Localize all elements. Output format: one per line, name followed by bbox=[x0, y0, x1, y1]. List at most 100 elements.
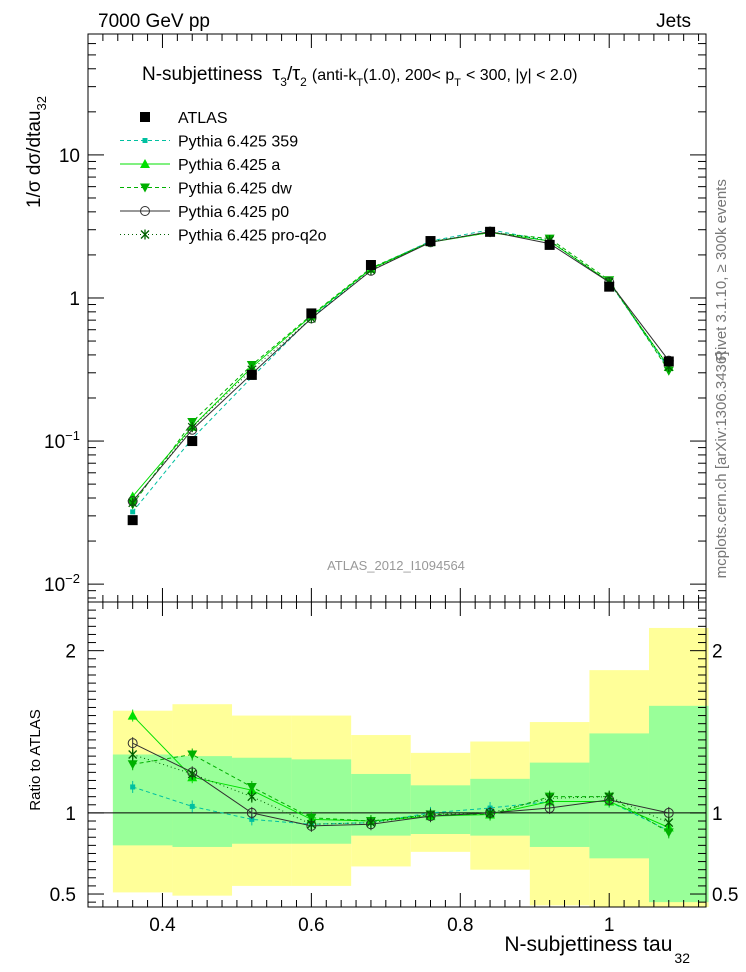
ratio-point bbox=[306, 819, 316, 830]
ratio-y-tick-label-right: 1 bbox=[712, 804, 723, 825]
series-line bbox=[132, 231, 670, 505]
tick-base: 1 bbox=[69, 289, 80, 310]
legend-marker bbox=[140, 112, 150, 122]
ratio-y-tick-label-right: 0.5 bbox=[712, 885, 738, 906]
x-axis-ticks: 0.4 0.6 0.8 1 bbox=[87, 34, 700, 936]
stat-error-band bbox=[172, 756, 233, 847]
ratio-point bbox=[247, 791, 257, 802]
legend-label: Pythia 6.425 a bbox=[178, 157, 280, 174]
series-point bbox=[130, 509, 136, 515]
legend-entry: Pythia 6.425 pro-q2o bbox=[120, 228, 327, 245]
rivet-label: Rivet 3.1.10, ≥ 300k events bbox=[713, 179, 730, 361]
main-y-tick-label: 10 bbox=[59, 146, 80, 167]
ratio-point bbox=[187, 768, 197, 779]
header-process: Jets bbox=[656, 11, 691, 32]
atlas-point bbox=[306, 308, 317, 319]
ratio-point bbox=[130, 784, 136, 790]
series-line bbox=[132, 231, 670, 502]
legend-marker bbox=[140, 229, 150, 240]
legend-entry: Pythia 6.425 a bbox=[120, 157, 280, 174]
series-line bbox=[132, 231, 670, 497]
legend-marker bbox=[140, 183, 150, 193]
stat-error-band bbox=[648, 705, 709, 903]
ratio-series-line bbox=[132, 715, 669, 828]
ratio-error-bands bbox=[112, 627, 709, 907]
svg-text:1/σ dσ/dtau32: 1/σ dσ/dtau32 bbox=[24, 96, 49, 208]
ratio-point bbox=[127, 760, 138, 770]
atlas-point bbox=[425, 236, 436, 247]
legend: ATLAS Pythia 6.425 359 Pythia 6.425 a Pythi… bbox=[120, 110, 327, 245]
ratio-point bbox=[187, 750, 198, 760]
legend-label: Pythia 6.425 359 bbox=[178, 134, 298, 151]
ratio-point bbox=[663, 828, 674, 838]
plot-title: N-subjettiness τ3/τ2 (anti-kT(1.0), 200< p… bbox=[142, 63, 577, 89]
series-point bbox=[187, 422, 197, 433]
ratio-point bbox=[604, 791, 614, 802]
atlas-point bbox=[187, 436, 198, 447]
atlas-data-points bbox=[127, 226, 674, 526]
atlas-point bbox=[663, 356, 674, 367]
x-tick-label: 0.6 bbox=[298, 915, 324, 936]
atlas-point bbox=[544, 239, 555, 250]
ratio-point bbox=[545, 793, 555, 804]
main-y-tick-label: 10−1 bbox=[44, 428, 80, 453]
main-series bbox=[127, 226, 674, 515]
stat-error-band bbox=[232, 757, 292, 844]
atlas-point bbox=[365, 260, 376, 271]
ratio-y-tick-label: 1 bbox=[65, 804, 76, 825]
ratio-series-line bbox=[132, 742, 669, 827]
stat-error-band bbox=[112, 754, 173, 846]
legend-label: Pythia 6.425 dw bbox=[178, 181, 292, 198]
x-tick-label: 0.4 bbox=[149, 915, 176, 936]
ratio-y-axis-label: Ratio to ATLAS bbox=[27, 709, 44, 810]
ratio-point bbox=[246, 807, 257, 818]
series-line bbox=[132, 231, 670, 504]
main-y-tick-label: 1 bbox=[69, 289, 80, 310]
ratio-series-line bbox=[132, 753, 670, 833]
legend-label: ATLAS bbox=[178, 110, 228, 127]
tick-base: 10 bbox=[44, 432, 65, 453]
legend-label: Pythia 6.425 p0 bbox=[178, 204, 289, 221]
stat-error-band bbox=[291, 759, 352, 844]
legend-entry: Pythia 6.425 359 bbox=[120, 134, 298, 151]
x-axis-label: N-subjettiness tau32 bbox=[504, 933, 690, 966]
atlas-point bbox=[485, 226, 496, 237]
main-y-axis-label: 1/σ dσ/dtau32 bbox=[24, 96, 49, 208]
ratio-point bbox=[127, 738, 138, 749]
ratio-y-axis-ticks: 0.5 0.5 1 1 2 2 bbox=[50, 609, 738, 906]
tick-base: 10 bbox=[44, 575, 65, 596]
stat-error-band bbox=[589, 733, 649, 859]
legend-marker bbox=[140, 159, 150, 168]
ratio-y-tick-label: 0.5 bbox=[50, 885, 76, 906]
ratio-point bbox=[246, 782, 257, 792]
legend-marker bbox=[142, 138, 148, 143]
atlas-point bbox=[127, 515, 138, 526]
tick-exponent: −2 bbox=[65, 571, 80, 586]
series-point bbox=[128, 497, 138, 508]
stat-error-band bbox=[410, 785, 471, 834]
atlas-point bbox=[604, 281, 615, 292]
ratio-point bbox=[128, 749, 138, 760]
ratio-point bbox=[366, 817, 376, 828]
ratio-point bbox=[189, 803, 195, 809]
legend-marker bbox=[140, 206, 150, 216]
stat-error-band bbox=[529, 762, 590, 847]
series-line bbox=[132, 229, 670, 513]
ratio-point bbox=[426, 809, 435, 820]
mcplots-label: mcplots.cern.ch [arXiv:1306.3436] bbox=[713, 352, 730, 579]
stat-error-band bbox=[351, 773, 411, 836]
ratio-y-tick-label: 2 bbox=[65, 642, 76, 663]
ratio-frame bbox=[87, 601, 707, 908]
legend-entry: Pythia 6.425 p0 bbox=[120, 204, 289, 221]
legend-entry-atlas: ATLAS bbox=[140, 110, 228, 127]
header-beam: 7000 GeV pp bbox=[98, 11, 210, 32]
atlas-point bbox=[246, 369, 257, 380]
ratio-point bbox=[485, 807, 495, 818]
legend-entry: Pythia 6.425 dw bbox=[120, 181, 292, 198]
analysis-id: ATLAS_2012_I1094564 bbox=[327, 558, 465, 573]
ratio-point bbox=[127, 710, 138, 720]
ratio-point bbox=[664, 817, 674, 828]
